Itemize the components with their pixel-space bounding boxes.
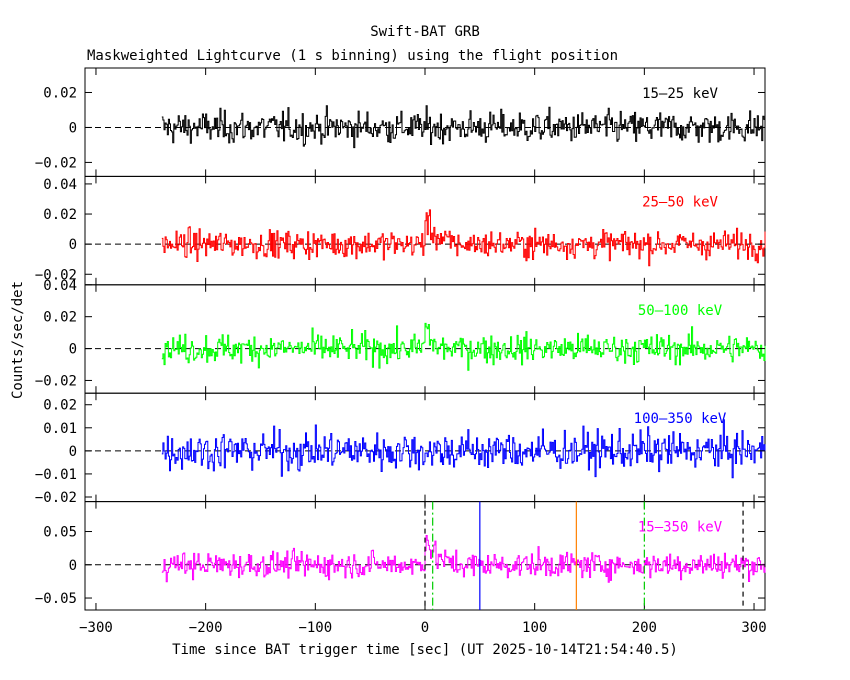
- y-tick-label: 0: [69, 444, 77, 460]
- panel-0: −0.02 0 0.02 15–25 keV: [35, 67, 766, 177]
- y-tick-label: 0.04: [43, 278, 77, 294]
- y-tick-label: 0: [69, 558, 77, 574]
- panels-group: −0.02 0 0.02 15–25 keV −0.02 0 0.02 0.04 25–50 k…: [35, 67, 767, 636]
- band-label: 15–25 keV: [642, 86, 718, 102]
- y-tick-label: 0.01: [43, 421, 77, 437]
- y-tick-label: 0.05: [43, 525, 77, 541]
- band-label: 50–100 keV: [638, 303, 723, 319]
- series-line: [161, 535, 766, 583]
- x-tick-label: −100: [298, 620, 332, 636]
- y-tick-label: −0.05: [35, 591, 77, 607]
- band-label: 100–350 keV: [634, 411, 727, 427]
- y-tick-label: 0.04: [43, 177, 77, 193]
- y-tick-label: −0.01: [35, 467, 77, 483]
- band-label: 25–50 keV: [642, 194, 718, 210]
- panel-2: −0.02 0 0.02 0.04 50–100 keV: [35, 278, 766, 394]
- x-tick-label: 100: [522, 620, 547, 636]
- y-tick-label: −0.02: [35, 155, 77, 171]
- y-tick-label: 0.02: [43, 310, 77, 326]
- y-tick-label: 0.02: [43, 207, 77, 223]
- x-tick-label: 300: [741, 620, 766, 636]
- y-tick-label: 0.02: [43, 85, 77, 101]
- series-line: [161, 419, 766, 479]
- y-tick-label: 0.02: [43, 398, 77, 414]
- panel-1: −0.02 0 0.02 0.04 25–50 keV: [35, 175, 766, 286]
- y-axis-label: Counts/sec/det: [10, 281, 26, 399]
- x-tick-label: −300: [79, 620, 113, 636]
- y-tick-label: −0.02: [35, 490, 77, 506]
- y-tick-label: −0.02: [35, 373, 77, 389]
- x-tick-label: 0: [421, 620, 429, 636]
- chart-subtitle: Maskweighted Lightcurve (1 s binning) us…: [87, 48, 618, 64]
- series-line: [161, 105, 766, 149]
- x-axis-label: Time since BAT trigger time [sec] (UT 20…: [172, 642, 678, 658]
- chart-title: Swift-BAT GRB: [370, 24, 480, 40]
- y-tick-label: 0: [69, 120, 77, 136]
- series-line: [161, 322, 766, 371]
- x-tick-label: −200: [189, 620, 223, 636]
- y-tick-label: 0: [69, 237, 77, 253]
- panel-4: −0.05 0 0.05 15–350 keV: [35, 501, 766, 611]
- band-label: 15–350 keV: [638, 520, 723, 536]
- y-tick-label: −0.02: [35, 267, 77, 283]
- panel-3: −0.02 −0.01 0 0.01 0.02 100–350 keV: [35, 392, 766, 506]
- y-tick-label: 0: [69, 342, 77, 358]
- x-tick-label: 200: [632, 620, 657, 636]
- series-line: [161, 209, 766, 267]
